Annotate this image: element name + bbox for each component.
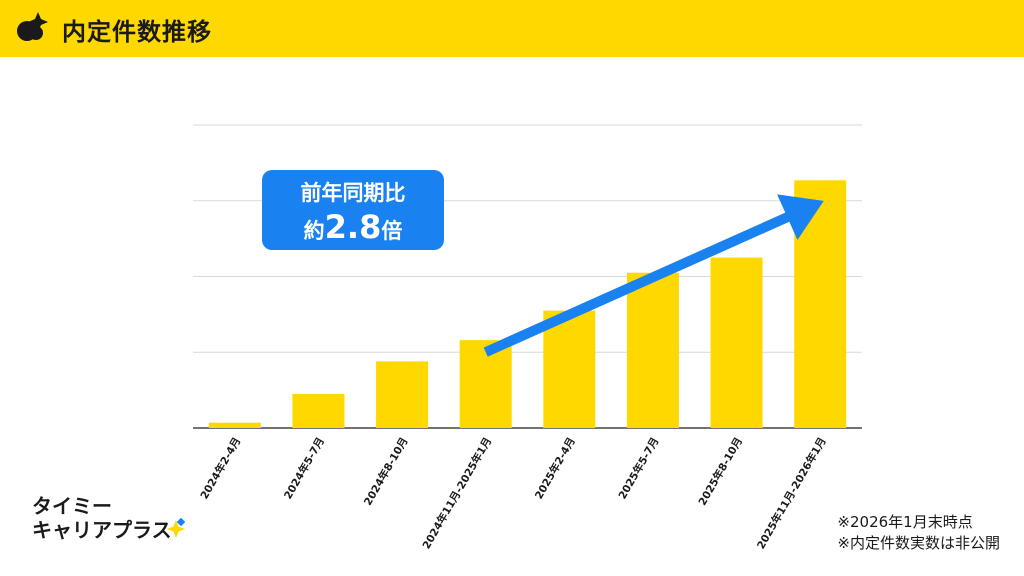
footnote-2: ※内定件数実数は非公開 [837,534,1000,552]
bar [292,393,345,428]
bar [376,361,429,428]
footnotes: ※2026年1月末時点 ※内定件数実数は非公開 [837,512,1000,554]
x-tick-label: 2025年8-10月 [696,435,746,508]
callout-suffix: 倍 [381,219,403,243]
callout-title: 前年同期比 [300,181,406,205]
callout-value: 2.8 [324,208,382,246]
x-tick-label: 2025年2-4月 [532,435,578,501]
x-tick-label: 2025年11月-2026年1月 [754,435,829,551]
brand-logo: タイミー キャリアプラス [32,494,172,542]
bar [710,257,763,428]
callout-prefix: 約 [303,219,325,243]
yoy-callout: 前年同期比 約2.8倍 [262,170,444,250]
callout-value-line: 約2.8倍 [262,208,444,246]
x-tick-label: 2025年5-7月 [616,435,662,501]
bar [459,340,512,428]
x-tick-label: 2024年11月-2025年1月 [420,435,495,551]
timee-logo-icon [17,12,48,41]
brand-line2: キャリアプラス [32,518,172,542]
header-bar: 内定件数推移 [0,0,1024,57]
page-title: 内定件数推移 [62,18,212,46]
growth-trend-arrow [483,194,824,357]
bar [794,180,847,428]
footnote-1: ※2026年1月末時点 [837,513,973,531]
bar [543,310,596,428]
bar [208,422,261,428]
brand-line1: タイミー [32,494,112,518]
x-tick-label: 2024年5-7月 [281,435,327,501]
x-tick-label: 2024年8-10月 [361,435,411,508]
brand-sparkle-icon [167,518,186,538]
bar [626,272,679,428]
x-tick-label: 2024年2-4月 [198,435,244,501]
